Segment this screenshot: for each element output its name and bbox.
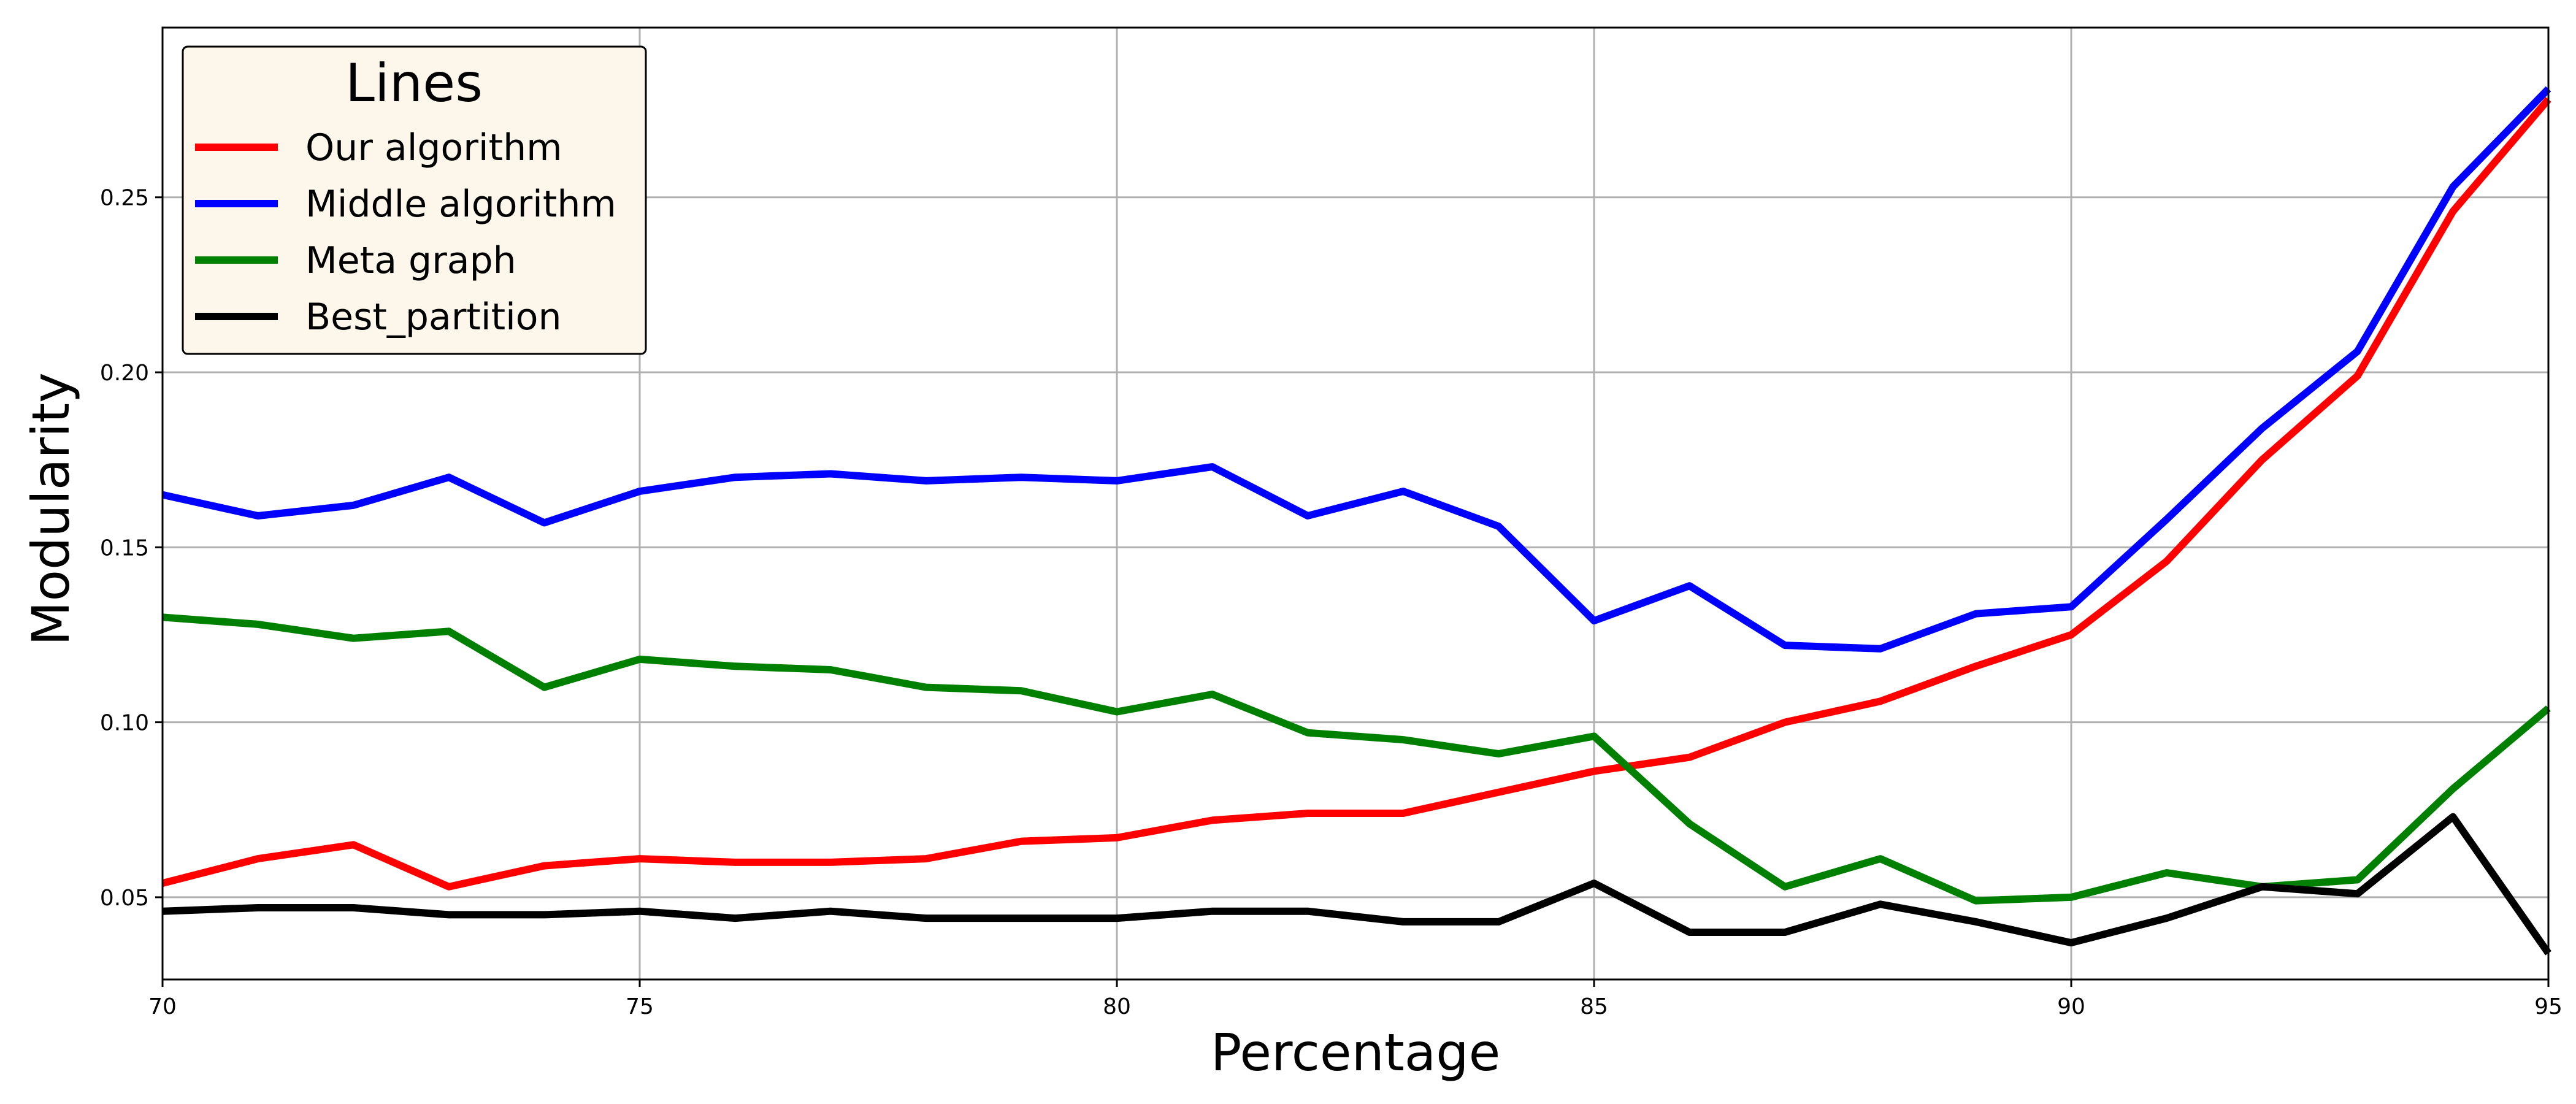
legend-label-meta-graph: Meta graph <box>305 239 516 282</box>
legend-label-our-algorithm: Our algorithm <box>305 126 562 169</box>
x-tick-label: 75 <box>626 994 654 1019</box>
series-line-meta-graph <box>162 613 2551 905</box>
x-tick-label: 85 <box>1580 994 1608 1019</box>
series-line-our-algorithm <box>161 97 2551 891</box>
series-line-best-partition <box>162 813 2551 956</box>
y-tick-label: 0.20 <box>100 361 149 386</box>
y-axis-label: Modularity <box>21 372 81 646</box>
y-tick-label: 0.25 <box>100 186 149 211</box>
series-lines <box>161 86 2551 956</box>
legend-items: Our algorithm Middle algorithm Meta graph B… <box>195 126 616 339</box>
y-axis-ticks: 0.05 0.10 0.15 0.20 0.25 <box>100 186 163 911</box>
y-tick-label: 0.05 <box>100 886 149 911</box>
legend-label-best-partition: Best_partition <box>305 296 562 339</box>
x-tick-label: 95 <box>2534 994 2563 1019</box>
plot-area-frame <box>161 26 2550 981</box>
x-tick-label: 80 <box>1103 994 1131 1019</box>
legend-box <box>182 45 647 355</box>
legend-title: Lines <box>345 53 483 114</box>
legend: Lines Our algorithm Middle algorithm Meta … <box>182 45 647 355</box>
y-tick-label: 0.15 <box>100 535 149 561</box>
x-tick-label: 70 <box>148 994 177 1019</box>
x-tick-label: 90 <box>2057 994 2085 1019</box>
x-axis-label: Percentage <box>1211 1022 1501 1083</box>
series-line-middle-algorithm <box>161 86 2551 653</box>
x-axis-ticks: 70 75 80 85 90 95 <box>148 979 2563 1019</box>
y-tick-label: 0.10 <box>100 711 149 736</box>
legend-label-middle-algorithm: Middle algorithm <box>305 183 616 226</box>
